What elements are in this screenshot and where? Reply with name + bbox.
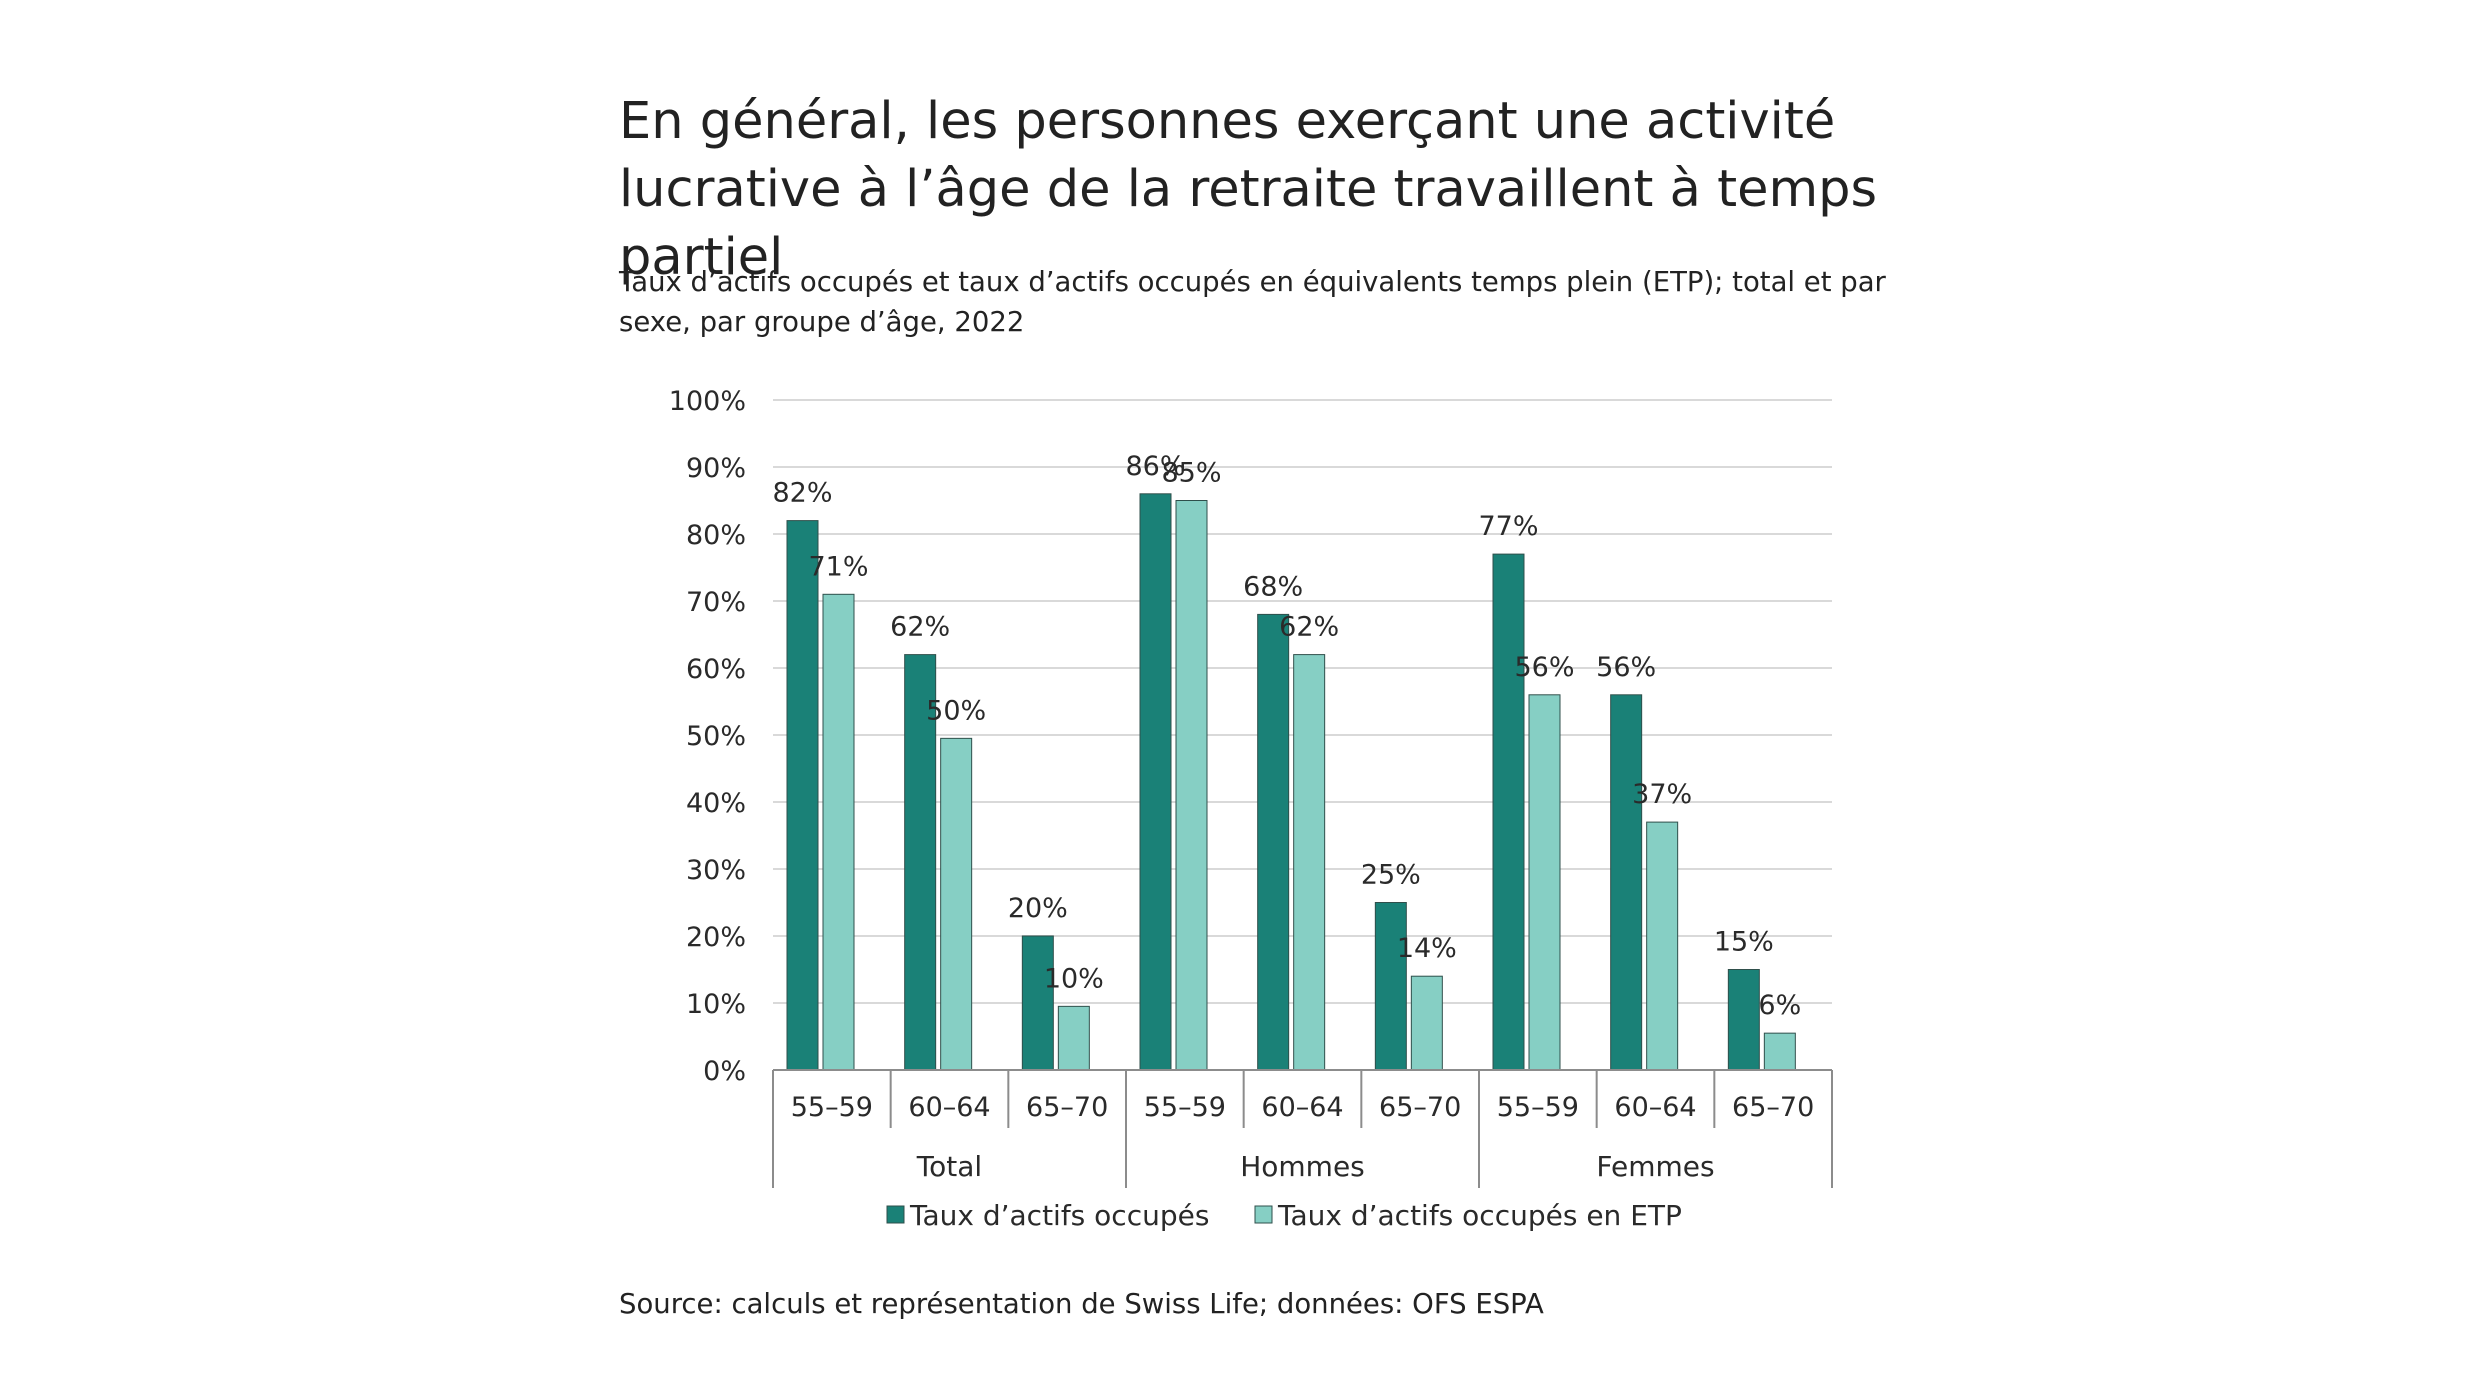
data-label: 20% — [1008, 893, 1068, 924]
bar-employed — [1610, 694, 1643, 1071]
data-label: 86% — [1125, 451, 1185, 482]
group-label: Femmes — [1596, 1150, 1714, 1183]
x-tick-label: 55–59 — [1497, 1092, 1579, 1123]
data-label: 10% — [1044, 963, 1104, 994]
y-tick-label: 30% — [686, 855, 746, 886]
bar-employed — [1492, 553, 1525, 1071]
bar-fte — [1528, 694, 1561, 1071]
bar-fte — [940, 737, 973, 1071]
y-tick-label: 0% — [703, 1056, 746, 1087]
bar-employed — [786, 520, 819, 1071]
data-label: 56% — [1514, 652, 1574, 683]
bar-fte — [1410, 975, 1443, 1071]
data-label: 50% — [926, 695, 986, 726]
data-label: 62% — [1279, 612, 1339, 643]
group-label: Hommes — [1240, 1150, 1365, 1183]
y-tick-label: 70% — [686, 587, 746, 618]
chart-title: En général, les personnes exerçant une a… — [619, 92, 1878, 287]
x-tick-label: 65–70 — [1026, 1092, 1108, 1123]
data-label: 77% — [1478, 511, 1538, 542]
chart-subtitle: Taux d’actifs occupés et taux d’actifs o… — [619, 266, 1886, 338]
x-tick-label: 60–64 — [1261, 1092, 1343, 1123]
legend-label: Taux d’actifs occupés — [909, 1199, 1209, 1232]
data-label: 56% — [1596, 652, 1656, 683]
bars — [786, 493, 1796, 1071]
data-label: 71% — [808, 551, 868, 582]
bar-fte — [1293, 654, 1326, 1071]
group-label: Total — [916, 1150, 982, 1183]
data-label: 62% — [890, 612, 950, 643]
data-labels: 82% 71% 62% 50% 20% 10% 86%85% 68% 62% 25% 14% 77% 5… — [772, 451, 1801, 1021]
bar-fte — [1646, 821, 1679, 1071]
x-tick-label: 55–59 — [1144, 1092, 1226, 1123]
data-label: 85% — [1161, 458, 1221, 489]
y-tick-label: 80% — [686, 520, 746, 551]
legend-swatch — [1254, 1205, 1273, 1224]
x-tick-label: 60–64 — [1614, 1092, 1696, 1123]
y-tick-label: 50% — [686, 721, 746, 752]
data-label: 37% — [1632, 779, 1692, 810]
data-label: 68% — [1243, 571, 1303, 602]
legend: Taux d’actifs occupés Taux d’actifs occup… — [886, 1199, 1682, 1232]
source-note: Source: calculs et représentation de Swi… — [619, 1288, 1544, 1320]
y-tick-label: 40% — [686, 788, 746, 819]
bar-employed — [1257, 613, 1290, 1071]
bar-fte — [1175, 500, 1208, 1071]
y-tick-label: 10% — [686, 989, 746, 1020]
bar-employed — [1374, 902, 1407, 1071]
data-label: 6% — [1758, 990, 1801, 1021]
x-tick-label: 55–59 — [791, 1092, 873, 1123]
legend-swatch — [886, 1205, 905, 1224]
bar-employed — [1727, 969, 1760, 1071]
x-tick-label: 65–70 — [1732, 1092, 1814, 1123]
bar-employed — [1139, 493, 1172, 1071]
y-tick-label: 90% — [686, 453, 746, 484]
bar-fte — [1057, 1005, 1090, 1071]
bar-employed — [1021, 935, 1054, 1071]
x-axis: 55–59 60–64 65–70 Total 55–59 60–64 65–70 Homme… — [772, 1069, 1833, 1188]
y-tick-label: 20% — [686, 922, 746, 953]
data-label: 15% — [1714, 927, 1774, 958]
x-tick-label: 65–70 — [1379, 1092, 1461, 1123]
data-label: 14% — [1397, 933, 1457, 964]
y-tick-label: 60% — [686, 654, 746, 685]
bar-fte — [1763, 1032, 1796, 1071]
legend-label: Taux d’actifs occupés en ETP — [1277, 1199, 1682, 1232]
bar-fte — [822, 593, 855, 1071]
y-axis: 0% 10% 20% 30% 40% 50% 60% 70% 80% 90% 100% — [669, 386, 746, 1087]
data-label: 82% — [772, 478, 832, 509]
x-tick-label: 60–64 — [908, 1092, 990, 1123]
y-tick-label: 100% — [669, 386, 746, 417]
data-label: 25% — [1361, 860, 1421, 891]
